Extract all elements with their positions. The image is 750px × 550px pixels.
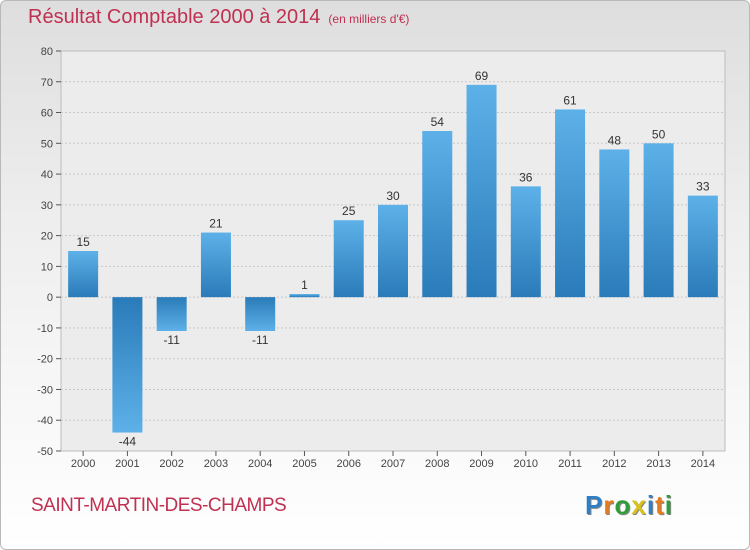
logo-letter: P <box>585 490 604 520</box>
bar-value-label: 30 <box>386 189 400 203</box>
bar-value-label: 54 <box>431 115 445 129</box>
logo-letter: i <box>646 490 656 520</box>
y-axis: 80 70 60 50 40 30 20 10 0 -10 -20 -30 -40 -50 <box>37 46 61 458</box>
bar-value-label: 15 <box>76 235 90 249</box>
bar-value-label: 25 <box>342 204 356 218</box>
bars-group <box>68 84 718 433</box>
bar-value-label: 33 <box>696 180 710 194</box>
y-tick-label: 50 <box>41 138 53 150</box>
x-tick-label: 2013 <box>646 458 670 470</box>
logo-letter: o <box>614 490 632 520</box>
bar-value-label: 61 <box>563 93 577 107</box>
bar-2007 <box>378 204 408 298</box>
x-tick-label: 2003 <box>204 458 228 470</box>
x-tick-label: 2012 <box>602 458 626 470</box>
x-tick-label: 2009 <box>469 458 493 470</box>
bar-2006 <box>333 220 364 298</box>
y-tick-label: -40 <box>37 415 53 427</box>
y-tick-label: 70 <box>41 77 53 89</box>
bar-labels-group: 15 -44 -11 21 -11 1 25 30 54 69 36 61 48 50 33 <box>76 69 709 449</box>
x-axis: 2000 2001 2002 2003 2004 2005 2006 2007 2008 2009… <box>71 451 715 470</box>
y-tick-label: -30 <box>37 384 53 396</box>
bar-value-label: 1 <box>301 278 308 292</box>
y-tick-label: 40 <box>41 169 53 181</box>
y-tick-label: -10 <box>37 323 53 335</box>
bar-value-label: 21 <box>209 217 223 231</box>
bar-value-label: -44 <box>119 435 137 449</box>
bar-value-label: 48 <box>608 133 622 147</box>
y-tick-label: 0 <box>47 292 53 304</box>
bar-2001 <box>112 297 143 433</box>
bar-2013 <box>643 143 674 298</box>
bar-2005 <box>289 294 320 298</box>
x-tick-label: 2008 <box>425 458 449 470</box>
y-tick-label: 10 <box>41 261 53 273</box>
y-tick-label: 30 <box>41 200 53 212</box>
bar-2003 <box>200 232 231 298</box>
x-tick-label: 2014 <box>691 458 715 470</box>
y-tick-label: 80 <box>41 46 53 58</box>
x-tick-label: 2005 <box>292 458 316 470</box>
logo-letter: x <box>631 490 647 520</box>
bar-value-label: -11 <box>252 333 269 347</box>
proxiti-logo: Proxiti <box>585 490 673 521</box>
logo-letter: r <box>603 490 615 520</box>
x-tick-label: 2001 <box>115 458 139 470</box>
bar-value-label: 69 <box>475 69 489 83</box>
bar-2009 <box>466 84 497 298</box>
chart-title: Résultat Comptable 2000 à 2014 (en millie… <box>28 6 409 29</box>
bar-2010 <box>510 186 541 298</box>
x-tick-label: 2002 <box>159 458 183 470</box>
x-tick-label: 2010 <box>514 458 538 470</box>
bar-2014 <box>687 195 718 298</box>
y-tick-label: 20 <box>41 231 53 243</box>
x-tick-label: 2007 <box>381 458 405 470</box>
x-tick-label: 2011 <box>558 458 582 470</box>
x-tick-label: 2004 <box>248 458 272 470</box>
bar-2000 <box>68 251 99 298</box>
logo-letter: i <box>664 490 673 520</box>
chart-subtitle: (en milliers d'€) <box>328 12 410 26</box>
y-tick-label: 60 <box>41 108 53 120</box>
bar-2012 <box>599 149 630 298</box>
x-tick-label: 2000 <box>71 458 95 470</box>
logo-letter: t <box>655 490 665 520</box>
bar-value-label: 36 <box>519 170 533 184</box>
y-tick-label: -20 <box>37 354 53 366</box>
bar-2011 <box>555 109 586 298</box>
commune-name: SAINT-MARTIN-DES-CHAMPS <box>31 495 287 516</box>
bar-value-label: -11 <box>163 333 180 347</box>
bar-2002 <box>156 297 187 331</box>
bar-2004 <box>245 297 276 331</box>
bar-2008 <box>422 131 453 298</box>
y-tick-label: -50 <box>37 446 53 458</box>
x-tick-label: 2006 <box>336 458 360 470</box>
chart-title-text: Résultat Comptable 2000 à 2014 <box>28 6 321 28</box>
bar-value-label: 50 <box>652 127 666 141</box>
